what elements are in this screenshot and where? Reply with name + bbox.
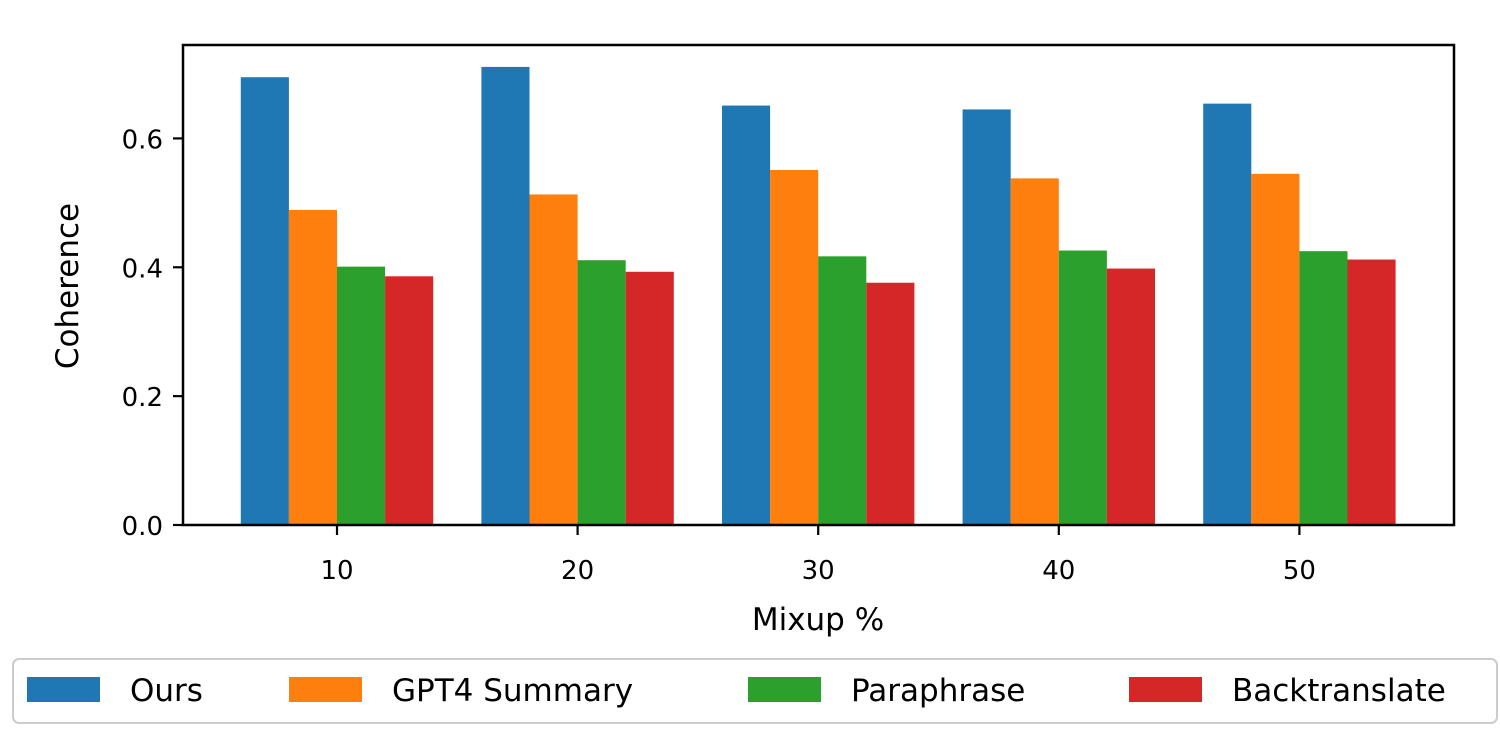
bar-gpt4-summary-10	[288, 209, 337, 525]
legend-label: GPT4 Summary	[392, 673, 633, 709]
legend-swatch-paraphrase	[748, 677, 821, 702]
bar-backtranslate-20	[625, 271, 674, 525]
x-tick-label: 50	[1283, 556, 1316, 586]
legend-label: Backtranslate	[1232, 673, 1446, 709]
y-tick-label: 0.0	[122, 512, 163, 542]
bar-ours-20	[481, 66, 530, 525]
x-tick-label: 40	[1042, 556, 1075, 586]
bar-gpt4-summary-20	[529, 194, 578, 526]
legend-swatch-backtranslate	[1129, 677, 1202, 702]
y-tick-label: 0.6	[122, 125, 163, 155]
bars-group	[240, 66, 1396, 526]
bar-backtranslate-40	[1106, 268, 1155, 525]
bar-backtranslate-10	[385, 276, 434, 525]
bar-paraphrase-50	[1299, 251, 1348, 526]
y-tick-label: 0.2	[122, 383, 163, 413]
bar-ours-40	[962, 109, 1011, 526]
x-tick-label: 20	[561, 556, 594, 586]
bar-paraphrase-20	[577, 260, 626, 525]
y-tick-label: 0.4	[122, 254, 163, 284]
bar-backtranslate-30	[866, 282, 915, 525]
bar-ours-10	[240, 77, 289, 526]
bar-ours-50	[1203, 103, 1252, 525]
bar-gpt4-summary-50	[1251, 173, 1300, 526]
legend-label: Paraphrase	[851, 673, 1025, 709]
bar-ours-30	[722, 105, 771, 525]
bar-paraphrase-30	[818, 256, 867, 525]
x-axis-label: Mixup %	[752, 602, 884, 638]
bar-gpt4-summary-40	[1010, 178, 1059, 525]
x-tick-label: 10	[320, 556, 353, 586]
y-axis: 0.0 0.2 0.4 0.6	[122, 125, 183, 542]
x-tick-label: 30	[802, 556, 835, 586]
legend: Ours GPT4 Summary Paraphrase Backtranslate	[27, 673, 1446, 709]
legend-label: Ours	[130, 673, 203, 709]
legend-swatch-ours	[27, 677, 100, 702]
bar-backtranslate-50	[1347, 259, 1396, 525]
bar-paraphrase-40	[1058, 250, 1107, 525]
legend-swatch-gpt4-summary	[289, 677, 362, 702]
y-axis-label: Coherence	[50, 203, 86, 369]
bar-gpt4-summary-30	[770, 169, 819, 526]
x-axis: 10 20 30 40 50	[320, 525, 1316, 586]
bar-paraphrase-10	[337, 266, 386, 525]
